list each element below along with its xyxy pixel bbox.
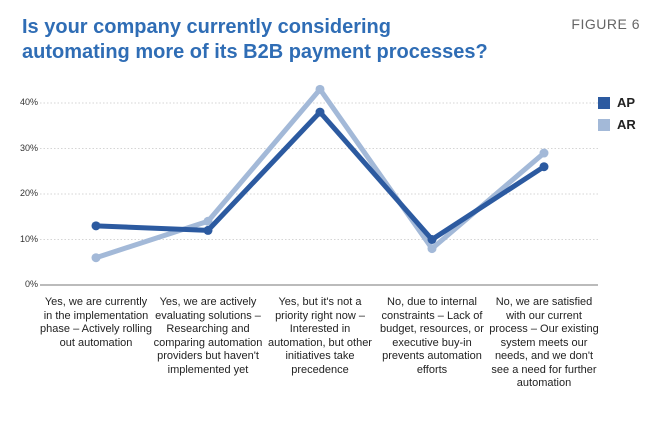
x-category-label-5: No, we are satisfied with our current pr…	[489, 296, 599, 389]
data-point-ar-4	[427, 244, 437, 254]
y-tick-label-0: 0%	[24, 279, 38, 289]
data-point-ar-5	[539, 148, 549, 158]
gridlines	[40, 102, 598, 286]
series-layer	[91, 84, 549, 263]
data-point-ar-3	[315, 84, 325, 94]
data-point-ap-2	[203, 225, 213, 235]
legend-label-ar: AR	[617, 117, 636, 132]
legend-label-ap: AP	[617, 95, 636, 110]
data-point-ar-2	[203, 216, 213, 226]
x-category-label-1: Yes, we are currently in the implementat…	[40, 296, 152, 349]
y-tick-label-20: 20%	[19, 188, 38, 198]
figure-label: FIGURE 6	[571, 16, 640, 32]
chart-title: Is your company currently considering au…	[22, 16, 488, 63]
legend-swatch-ar	[598, 119, 610, 131]
legend-swatch-ap	[598, 97, 610, 109]
x-category-label-4: No, due to internal constraints – Lack o…	[380, 296, 484, 376]
data-point-ap-3	[315, 107, 325, 117]
series-line-ap	[95, 109, 546, 242]
x-category-label-3: Yes, but it's not a priority right now –…	[268, 296, 372, 376]
y-tick-label-10: 10%	[19, 234, 38, 244]
data-point-ap-5	[539, 162, 549, 172]
data-point-ap-1	[91, 221, 101, 231]
y-tick-label-40: 40%	[19, 97, 38, 107]
data-point-ap-4	[427, 235, 437, 244]
y-tick-label-30: 30%	[19, 143, 38, 153]
data-point-ar-1	[91, 253, 101, 263]
x-category-label-2: Yes, we are actively evaluating solution…	[153, 296, 263, 376]
